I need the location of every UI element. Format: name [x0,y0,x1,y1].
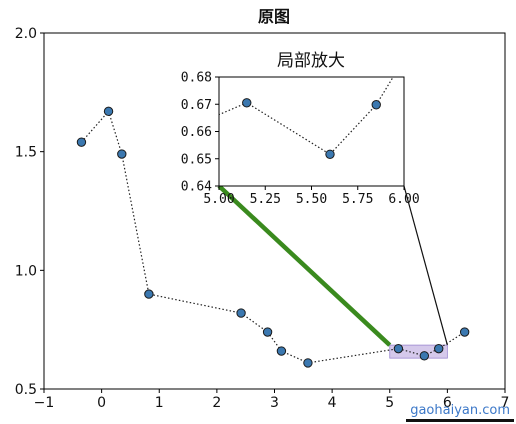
main-xtick-label-7: 6 [443,395,452,411]
zoom-connector-left [217,184,392,347]
inset-xtick-label-4: 6.00 [388,192,419,207]
main-xtick-label-4: 3 [270,395,279,411]
main-title: 原图 [258,7,290,26]
inset-background [219,77,404,186]
inset-title: 局部放大 [277,51,345,71]
inset-point-2 [325,149,335,159]
inset-xtick-label-0: 5.00 [203,192,234,207]
inset-ytick-label-4: 0.68 [181,71,212,86]
zoom-region-highlight [389,344,448,359]
inset-point-3 [371,100,381,110]
inset-ytick-label-2: 0.66 [181,125,212,140]
zoom-connectors [217,184,448,347]
inset-xtick-label-1: 5.25 [250,192,281,207]
inset-ytick-label-3: 0.67 [181,98,212,113]
main-xtick-label-1: 0 [97,395,106,411]
main-point-7 [303,358,313,368]
main-point-9 [419,351,430,361]
main-point-2 [117,149,127,159]
inset-axes: 5.00 5.25 5.50 5.75 6.00 0.64 0.65 0.66 0.67 0.68 [181,71,420,207]
main-xtick-label-6: 5 [385,395,394,411]
main-xtick-label-5: 4 [328,395,337,411]
main-point-10 [434,343,444,354]
inset-xtick-label-3: 5.75 [342,192,373,207]
main-ytick-label-1: 1.0 [15,263,37,279]
inset-point-1 [242,98,252,108]
main-xtick-label-8: 7 [501,395,510,411]
watermark: gaohaiyan.com [406,403,514,422]
inset-xtick-label-2: 5.50 [296,192,327,207]
main-xtick-label-0: −1 [34,395,55,411]
main-point-0 [76,137,87,147]
main-ytick-label-0: 0.5 [15,382,37,398]
main-point-1 [103,106,114,117]
main-xtick-label-3: 2 [212,395,221,411]
main-xtick-label-2: 1 [155,395,164,411]
main-point-4 [236,308,246,318]
zoom-connector-right [403,185,448,346]
inset-ytick-label-1: 0.65 [181,152,212,167]
inset-ytick-label-0: 0.64 [181,180,212,195]
main-point-5 [262,327,273,337]
main-series-line [81,110,465,364]
main-point-6 [276,346,287,356]
main-point-3 [144,289,154,299]
main-point-8 [393,343,404,354]
main-ytick-label-3: 2.0 [15,26,37,42]
main-point-11 [459,327,470,337]
main-ytick-label-2: 1.5 [15,145,37,161]
